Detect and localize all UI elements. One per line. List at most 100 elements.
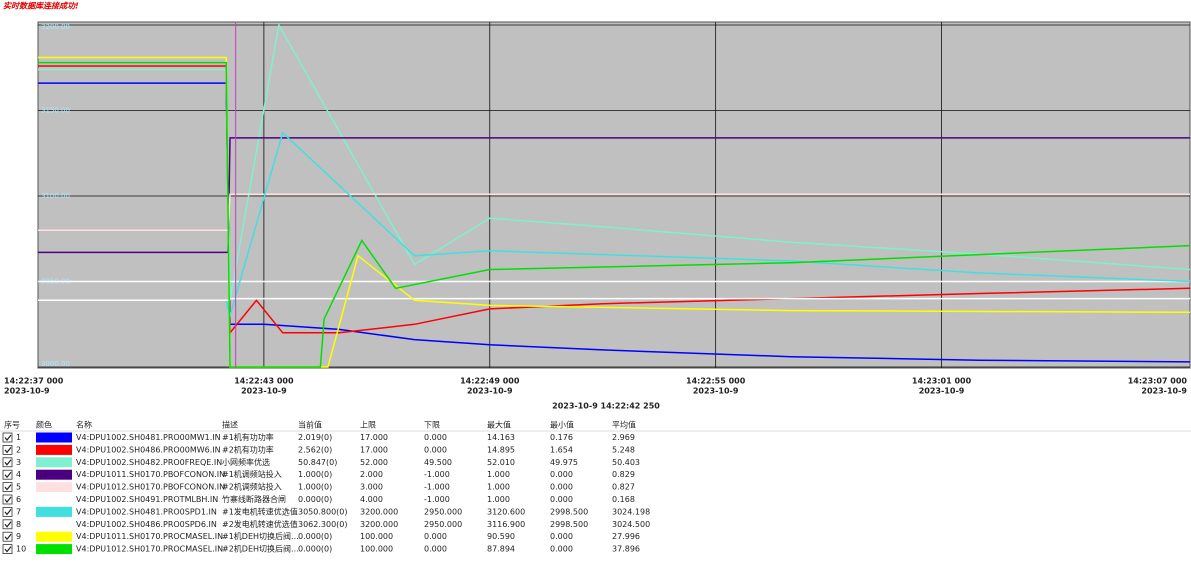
table-cell: 0.000 [550, 532, 573, 541]
table-cell: 3120.600 [487, 507, 525, 516]
table-cell: V4:DPU1012.SH0170.PBOFCONON.IN [76, 483, 225, 492]
column-header: 最大值 [487, 420, 511, 430]
checkbox[interactable] [2, 544, 13, 554]
table-cell: V4:DPU1002.SH0486.PRO0SPD6.IN [76, 520, 217, 529]
table-cell: 1.654 [550, 445, 573, 454]
color-swatch [36, 457, 72, 468]
checkbox[interactable] [2, 531, 13, 542]
check-mark [4, 509, 12, 516]
table-cell: 2.969 [612, 433, 635, 442]
table-cell: V4:DPU1002.SH0481.PRO0SPD1.IN [76, 507, 217, 516]
color-swatch [36, 531, 72, 542]
table-cell: 2950.000 [424, 507, 462, 516]
x-tick-label: 14:22:37 000 [4, 377, 64, 386]
y-tick-label: 3000.00 [41, 360, 70, 368]
checkbox[interactable] [2, 457, 13, 468]
trend-line [38, 131, 1191, 319]
table-cell: 0.176 [550, 433, 573, 442]
table-cell: #1机DEH切换后阀... [222, 531, 299, 541]
check-mark [4, 471, 12, 479]
table-cell: 3116.900 [487, 520, 525, 529]
x-tick-date: 2023-10-9 [919, 387, 965, 396]
table-cell: 9 [16, 532, 21, 541]
table-cell: 竹寨线断路器合闸 [222, 494, 286, 504]
checkbox[interactable] [2, 432, 13, 443]
table-cell: 87.894 [487, 545, 515, 554]
table-cell: 2.000 [360, 470, 383, 479]
checkbox[interactable] [2, 469, 13, 480]
table-cell: -1.000 [424, 483, 450, 492]
x-tick-label: 14:23:01 000 [912, 377, 972, 386]
table-cell: 2950.000 [424, 520, 462, 529]
table-cell: 0.000 [550, 545, 573, 554]
check-mark [4, 496, 12, 503]
table-cell: 0.827 [612, 483, 635, 492]
checkbox[interactable] [2, 444, 13, 455]
table-cell: 50.847(0) [298, 458, 337, 467]
checkbox[interactable] [2, 482, 13, 493]
table-cell: 0.000 [424, 445, 447, 454]
table-cell: 100.000 [360, 545, 393, 554]
table-cell: 1.000 [487, 495, 510, 504]
checkbox[interactable] [2, 519, 13, 530]
column-header: 下限 [424, 421, 440, 430]
table-cell: 50.403 [612, 458, 640, 467]
column-header: 当前值 [298, 420, 322, 430]
table-cell: 14.895 [487, 445, 515, 454]
table-cell: 52.000 [360, 458, 388, 467]
table-cell: 1.000(0) [298, 483, 332, 492]
checkbox[interactable] [2, 506, 13, 517]
check-mark [4, 484, 12, 491]
table-cell: 3200.000 [360, 520, 398, 529]
color-swatch [36, 506, 72, 517]
table-cell: V4:DPU1012.SH0170.PROCMASEL.IN [76, 545, 223, 554]
table-cell: 0.000 [424, 532, 447, 541]
table-cell: 100.000 [360, 532, 393, 541]
table-cell: #2机调频站投入 [222, 482, 282, 492]
table-cell: 0.168 [612, 495, 635, 504]
cursor-label: 2023-10-9 14:22:42 250 [552, 402, 660, 411]
table-cell: 2 [16, 445, 21, 454]
table-cell: 0.000(0) [298, 545, 332, 554]
table-cell: 52.010 [487, 458, 515, 467]
color-swatch [36, 519, 72, 530]
table-cell: 1.000(0) [298, 470, 332, 479]
color-swatch [36, 432, 72, 443]
table-cell: 4 [16, 470, 21, 479]
color-swatch [36, 469, 72, 480]
table-cell: V4:DPU1011.SH0170.PBOFCONON.IN [76, 470, 225, 479]
table-cell: 5.248 [612, 445, 635, 454]
column-header: 名称 [76, 420, 92, 430]
table-cell: 2.019(0) [298, 433, 332, 442]
table-cell: 49.500 [424, 458, 452, 467]
trend-line [38, 61, 1191, 368]
table-cell: 0.000 [424, 545, 447, 554]
table-cell: 1 [16, 433, 21, 442]
checkbox[interactable] [2, 494, 13, 505]
x-tick-date: 2023-10-9 [241, 387, 287, 396]
table-cell: 14.163 [487, 433, 515, 442]
table-cell: -1.000 [424, 470, 450, 479]
status-text: 实时数据库连接成功! [3, 2, 79, 11]
table-cell: 6 [16, 495, 21, 504]
y-tick-label: 3200.00 [41, 23, 70, 31]
table-cell: 5 [16, 483, 21, 492]
table-cell: 17.000 [360, 433, 388, 442]
x-tick-date: 2023-10-9 [693, 387, 739, 396]
table-cell: 0.000 [550, 495, 573, 504]
column-header: 颜色 [36, 420, 52, 430]
table-cell: V4:DPU1011.SH0170.PROCMASEL.IN [76, 532, 223, 541]
table-cell: 3062.300(0) [298, 520, 348, 529]
color-swatch [36, 494, 72, 505]
table-cell: #1发电机转速优选值 [222, 506, 298, 516]
table-cell: 3.000 [360, 483, 383, 492]
x-tick-label: 14:22:55 000 [686, 377, 746, 386]
table-cell: 10 [16, 545, 26, 554]
column-header: 平均值 [612, 420, 636, 430]
y-tick-label: 3150.00 [41, 107, 70, 115]
check-mark [4, 459, 12, 466]
table-cell: 小网频率优选 [222, 457, 270, 467]
column-header: 描述 [222, 420, 238, 430]
x-tick-date: 2023-10-9 [1141, 387, 1187, 396]
